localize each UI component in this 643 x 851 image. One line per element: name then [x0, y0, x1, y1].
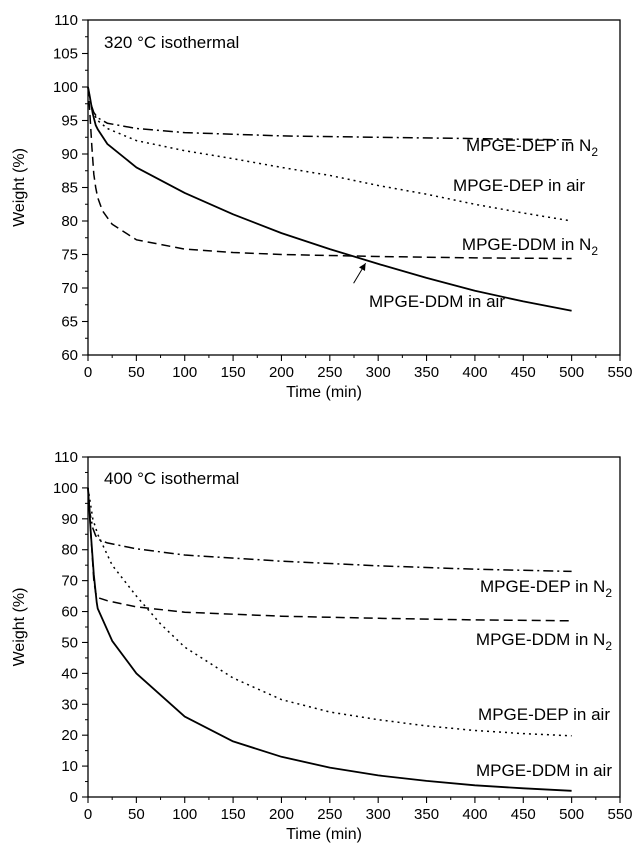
series-line-3 [87, 86, 572, 260]
y-tick-label: 85 [61, 180, 78, 197]
y-tick-label: 90 [61, 146, 78, 163]
series-line-4 [87, 86, 572, 312]
x-tick-label: 450 [511, 364, 536, 381]
y-tick-label: 70 [61, 280, 78, 297]
series-label-2: MPGE-DEP in air [453, 176, 585, 195]
y-tick-label: 100 [53, 480, 78, 497]
series-line-1 [87, 86, 572, 141]
x-tick-label: 350 [414, 364, 439, 381]
x-tick-label: 200 [269, 364, 294, 381]
y-tick-label: 110 [54, 12, 78, 29]
x-tick-label: 250 [317, 364, 342, 381]
x-tick-label: 0 [84, 364, 92, 381]
x-tick-label: 50 [128, 364, 145, 381]
plot-frame [87, 456, 621, 798]
y-tick-label: 70 [61, 573, 78, 590]
x-tick-label: 500 [559, 806, 584, 823]
series-label-4: MPGE-DDM in air [369, 292, 505, 311]
x-tick-label: 450 [511, 806, 536, 823]
series-line-2 [87, 86, 572, 222]
y-tick-label: 30 [61, 696, 78, 713]
y-tick-label: 105 [53, 46, 78, 63]
series-line-3 [87, 487, 572, 737]
x-tick-label: 200 [269, 806, 294, 823]
x-tick-label: 300 [366, 806, 391, 823]
x-tick-label: 350 [414, 806, 439, 823]
y-tick-label: 20 [61, 727, 78, 744]
series-line-2 [87, 487, 572, 622]
y-tick-label: 60 [61, 347, 78, 364]
y-tick-label: 110 [54, 449, 78, 466]
y-tick-label: 80 [61, 542, 78, 559]
x-tick-label: 100 [172, 364, 197, 381]
y-tick-label: 60 [61, 604, 78, 621]
x-tick-label: 150 [221, 806, 246, 823]
x-tick-label: 550 [607, 364, 632, 381]
series-label-3: MPGE-DEP in air [478, 705, 610, 724]
series-label-1: MPGE-DEP in N2 [466, 136, 598, 159]
x-tick-label: 550 [607, 806, 632, 823]
x-tick-label: 100 [172, 806, 197, 823]
series-label-3: MPGE-DDM in N2 [462, 235, 598, 258]
panel-title: 320 °C isothermal [104, 33, 239, 52]
series-label-2: MPGE-DDM in N2 [476, 630, 612, 653]
series-line-1 [87, 487, 572, 573]
x-tick-label: 50 [128, 806, 145, 823]
series-label-1: MPGE-DEP in N2 [480, 577, 612, 600]
y-tick-label: 10 [61, 758, 78, 775]
x-tick-label: 500 [559, 364, 584, 381]
series-label-4: MPGE-DDM in air [476, 761, 612, 780]
y-tick-label: 65 [61, 314, 78, 331]
annotation-arrowhead [359, 263, 366, 271]
x-tick-label: 150 [221, 364, 246, 381]
x-axis-title: Time (min) [286, 826, 362, 843]
y-axis-title: Weight (%) [11, 148, 28, 227]
panel-title: 400 °C isothermal [104, 469, 239, 488]
y-tick-label: 80 [61, 213, 78, 230]
series-line-4 [87, 487, 572, 792]
y-tick-label: 0 [70, 789, 78, 806]
y-tick-label: 50 [61, 634, 78, 651]
x-tick-label: 250 [317, 806, 342, 823]
y-tick-label: 40 [61, 665, 78, 682]
y-tick-label: 95 [61, 113, 78, 130]
y-tick-label: 100 [53, 79, 78, 96]
x-tick-label: 400 [462, 364, 487, 381]
x-tick-label: 0 [84, 806, 92, 823]
x-tick-label: 400 [462, 806, 487, 823]
y-axis-title: Weight (%) [11, 588, 28, 667]
y-tick-label: 90 [61, 511, 78, 528]
chart-panel-1: 0 50 100 150 200 250 300 350 400 450 500 550 60 65 70 7… [11, 12, 633, 401]
x-tick-label: 300 [366, 364, 391, 381]
y-tick-label: 75 [61, 247, 78, 264]
chart-panel-2: 0 50 100 150 200 250 300 350 400 450 500 550 0 10 20 30… [11, 449, 633, 843]
x-axis-title: Time (min) [286, 384, 362, 401]
